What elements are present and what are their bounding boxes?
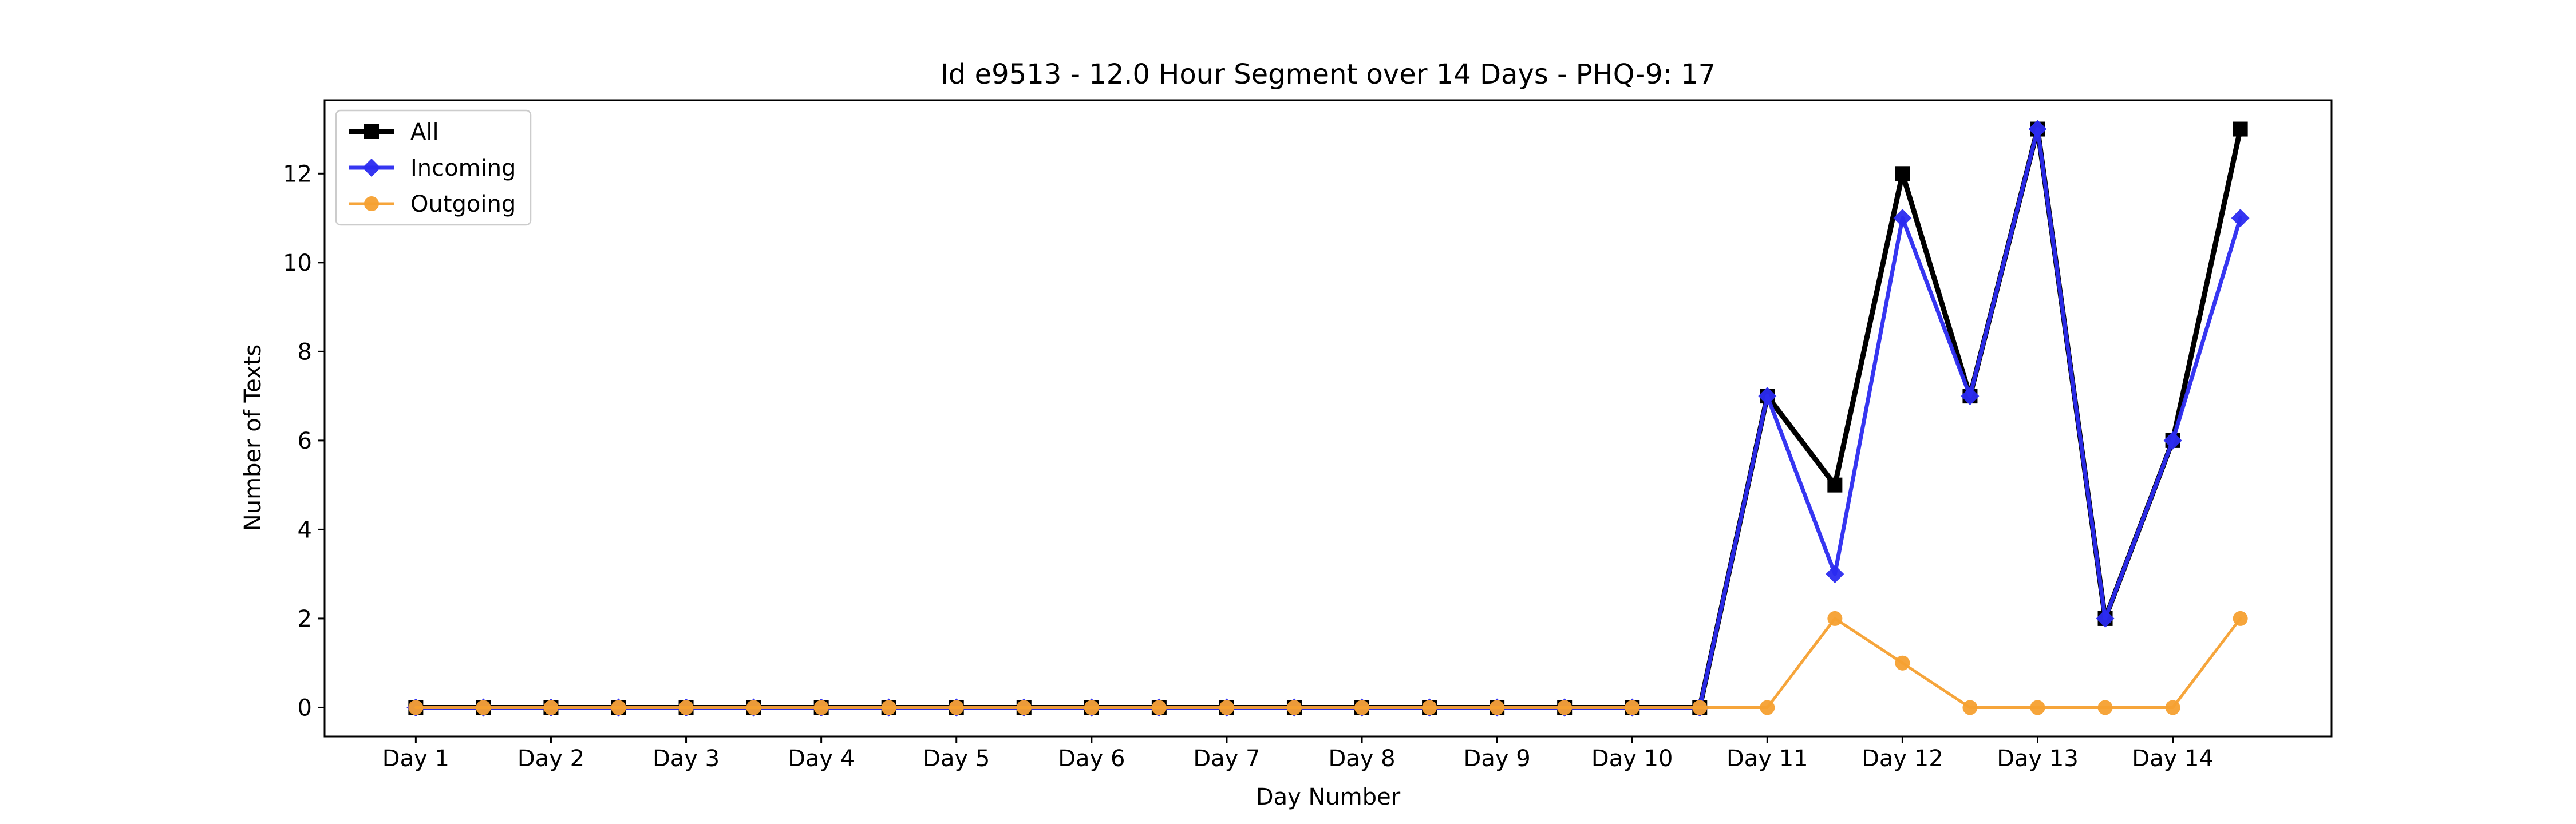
legend-label: Incoming — [410, 155, 516, 181]
legend-label: Outgoing — [410, 191, 516, 217]
data-point-outgoing — [2030, 700, 2045, 715]
data-point-outgoing — [1760, 700, 1775, 715]
legend-item-outgoing: Outgoing — [349, 191, 516, 217]
data-point-outgoing — [1151, 700, 1167, 715]
chart-title: Id e9513 - 12.0 Hour Segment over 14 Day… — [941, 58, 1716, 90]
data-point-outgoing — [1962, 700, 1978, 715]
y-tick-label: 10 — [283, 250, 312, 276]
legend-item-all: All — [349, 119, 439, 145]
data-point-outgoing — [1422, 700, 1437, 715]
y-tick-label: 4 — [298, 517, 312, 543]
data-point-outgoing — [476, 700, 491, 715]
data-point-incoming — [2163, 431, 2182, 450]
x-tick-label: Day 10 — [1591, 746, 1673, 772]
data-point-outgoing — [1557, 700, 1573, 715]
x-tick-label: Day 2 — [517, 746, 584, 772]
data-point-outgoing — [1016, 700, 1032, 715]
x-tick-label: Day 6 — [1058, 746, 1125, 772]
legend-marker — [364, 124, 379, 139]
x-tick-label: Day 3 — [653, 746, 720, 772]
data-point-outgoing — [543, 700, 559, 715]
legend: All Incoming Outgoing — [335, 109, 532, 226]
data-point-outgoing — [1490, 700, 1505, 715]
x-tick-label: Day 14 — [2132, 746, 2214, 772]
data-point-all — [1895, 166, 1910, 181]
series-line-outgoing — [414, 617, 2242, 709]
y-axis-ticks: 0 2 4 6 8 10 12 — [283, 161, 325, 721]
data-point-outgoing — [1286, 700, 1302, 715]
x-tick-label: Day 7 — [1193, 746, 1260, 772]
data-point-incoming — [2231, 209, 2250, 228]
data-point-all — [2233, 121, 2248, 137]
data-point-outgoing — [1354, 700, 1370, 715]
data-point-incoming — [1826, 565, 1844, 584]
data-point-incoming — [1758, 387, 1777, 406]
y-tick-label: 6 — [298, 428, 312, 454]
x-tick-label: Day 11 — [1726, 746, 1808, 772]
data-point-outgoing — [2165, 700, 2180, 715]
data-point-outgoing — [408, 700, 424, 715]
legend-marker — [364, 196, 379, 211]
legend-label: All — [410, 119, 439, 145]
x-tick-label: Day 8 — [1328, 746, 1395, 772]
data-point-outgoing — [813, 700, 829, 715]
x-tick-label: Day 9 — [1464, 746, 1531, 772]
data-point-outgoing — [1084, 700, 1099, 715]
data-point-outgoing — [611, 700, 626, 715]
data-point-incoming — [2028, 120, 2047, 138]
y-tick-label: 12 — [283, 161, 312, 187]
x-tick-label: Day 1 — [382, 746, 449, 772]
y-tick-label: 8 — [298, 339, 312, 365]
series-layer — [406, 120, 2250, 717]
legend-marker — [362, 159, 381, 177]
legend-item-incoming: Incoming — [349, 155, 516, 181]
y-axis-label: Number of Texts — [240, 344, 266, 531]
y-tick-label: 2 — [298, 606, 312, 632]
data-point-outgoing — [2097, 700, 2113, 715]
data-point-incoming — [1893, 209, 1912, 228]
data-point-incoming — [2096, 609, 2115, 628]
x-tick-label: Day 12 — [1862, 746, 1943, 772]
data-point-outgoing — [678, 700, 694, 715]
legend-box — [335, 109, 532, 226]
series-outgoing — [408, 611, 2248, 715]
x-axis-ticks: Day 1 Day 2 Day 3 Day 4 Day 5 Day 6 Day 7 Day 8… — [382, 736, 2214, 772]
data-point-outgoing — [746, 700, 761, 715]
data-point-incoming — [1961, 387, 1980, 406]
data-point-outgoing — [1895, 655, 1910, 671]
data-point-outgoing — [1692, 700, 1708, 715]
data-point-outgoing — [881, 700, 896, 715]
data-point-all — [1827, 477, 1843, 493]
data-point-outgoing — [1219, 700, 1234, 715]
x-tick-label: Day 4 — [788, 746, 855, 772]
x-tick-label: Day 13 — [1997, 746, 2079, 772]
data-point-outgoing — [2233, 611, 2248, 626]
data-point-outgoing — [1625, 700, 1640, 715]
x-axis-label: Day Number — [1256, 784, 1401, 810]
data-point-outgoing — [1827, 611, 1843, 626]
data-point-outgoing — [949, 700, 964, 715]
plot-area-frame — [323, 99, 2333, 738]
y-tick-label: 0 — [298, 695, 312, 721]
x-tick-label: Day 5 — [923, 746, 990, 772]
